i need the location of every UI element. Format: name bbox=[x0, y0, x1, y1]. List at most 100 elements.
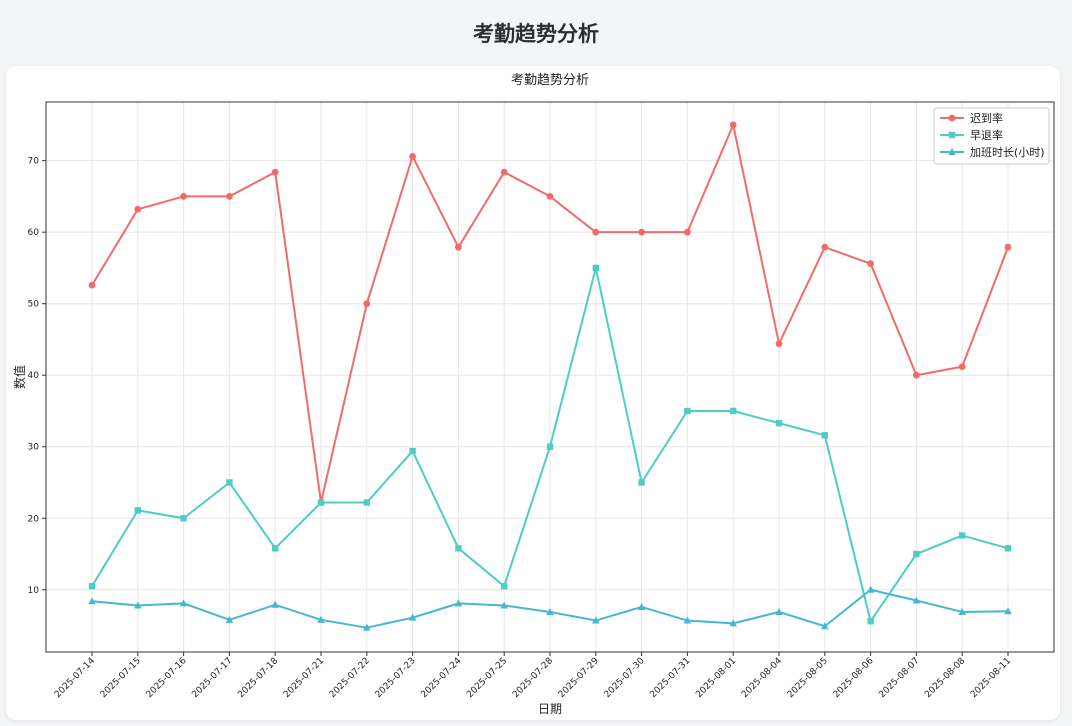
x-tick-label: 2025-07-15 bbox=[99, 656, 143, 700]
data-point bbox=[775, 340, 783, 348]
legend-label: 加班时长(小时) bbox=[970, 146, 1045, 159]
legend-label: 迟到率 bbox=[970, 111, 1003, 125]
x-tick-label: 2025-07-14 bbox=[53, 656, 97, 700]
data-point bbox=[272, 545, 279, 552]
x-tick-label: 2025-07-28 bbox=[511, 656, 555, 700]
data-point bbox=[225, 615, 234, 623]
grid-lines bbox=[46, 102, 1054, 652]
data-point bbox=[546, 443, 554, 450]
data-point bbox=[592, 616, 600, 624]
y-tick-label: 40 bbox=[28, 371, 40, 381]
legend-label: 早退率 bbox=[970, 128, 1003, 142]
data-point bbox=[226, 193, 233, 200]
data-point bbox=[134, 507, 141, 514]
x-axis-title: 日期 bbox=[538, 702, 562, 716]
data-point bbox=[317, 499, 325, 506]
legend-box bbox=[933, 107, 1050, 165]
data-point bbox=[959, 532, 966, 539]
data-point bbox=[638, 479, 645, 486]
data-point bbox=[729, 121, 737, 129]
legend-marker bbox=[948, 148, 956, 155]
x-tick-label: 2025-07-23 bbox=[374, 656, 418, 700]
data-point bbox=[180, 193, 188, 200]
data-point bbox=[592, 228, 600, 236]
x-tick-label: 2025-08-04 bbox=[740, 656, 784, 700]
data-point bbox=[1004, 545, 1012, 552]
data-point bbox=[775, 419, 783, 427]
data-point bbox=[455, 243, 462, 251]
x-tick-label: 2025-07-24 bbox=[419, 656, 463, 700]
data-point bbox=[271, 600, 279, 608]
page-title: 考勤趋势分析 bbox=[473, 22, 599, 46]
data-point bbox=[363, 300, 371, 308]
data-point bbox=[179, 599, 188, 607]
data-point bbox=[226, 479, 233, 486]
legend-marker bbox=[948, 114, 956, 122]
x-tick-label: 2025-07-29 bbox=[557, 656, 601, 700]
x-tick-label: 2025-08-07 bbox=[877, 656, 921, 700]
data-point bbox=[866, 585, 875, 593]
data-point bbox=[317, 615, 325, 623]
data-point bbox=[913, 550, 920, 558]
data-point bbox=[88, 281, 96, 289]
x-tick-label: 2025-08-01 bbox=[694, 656, 738, 700]
series-3 bbox=[88, 585, 1012, 631]
data-point bbox=[958, 363, 966, 371]
x-axis: 2025-07-14 2025-07-15 2025-07-16 2025-07-17… bbox=[53, 652, 1013, 700]
data-point bbox=[684, 407, 691, 415]
data-point bbox=[409, 152, 416, 160]
data-point bbox=[546, 193, 554, 200]
x-tick-label: 2025-08-05 bbox=[786, 656, 830, 700]
data-point bbox=[501, 583, 508, 590]
data-point bbox=[180, 515, 187, 522]
data-point bbox=[684, 228, 691, 236]
data-point bbox=[821, 243, 829, 251]
x-tick-label: 2025-07-25 bbox=[465, 656, 509, 700]
data-point bbox=[867, 260, 874, 268]
x-tick-label: 2025-07-30 bbox=[603, 656, 647, 700]
data-point bbox=[500, 168, 508, 176]
y-tick-label: 50 bbox=[28, 300, 40, 310]
y-axis-title: 数值 bbox=[12, 365, 27, 389]
y-tick-label: 10 bbox=[28, 586, 40, 596]
y-tick-label: 20 bbox=[28, 514, 40, 524]
series-layer bbox=[88, 121, 1012, 631]
x-tick-label: 2025-07-18 bbox=[236, 656, 280, 700]
data-point bbox=[454, 599, 463, 607]
legend-item: 迟到率 bbox=[940, 111, 1003, 125]
legend-marker bbox=[948, 131, 956, 139]
data-point bbox=[1004, 607, 1012, 615]
data-point bbox=[134, 601, 142, 609]
series-2 bbox=[88, 264, 1012, 625]
data-point bbox=[867, 618, 874, 625]
data-point bbox=[913, 371, 920, 379]
y-tick-label: 70 bbox=[28, 157, 40, 167]
data-point bbox=[912, 596, 921, 604]
data-point bbox=[271, 168, 279, 176]
data-point bbox=[363, 623, 371, 631]
data-point bbox=[821, 432, 828, 439]
data-point bbox=[546, 607, 554, 615]
chart-card bbox=[6, 66, 1060, 720]
data-point bbox=[637, 602, 646, 610]
data-point bbox=[683, 616, 692, 624]
x-tick-label: 2025-07-16 bbox=[145, 656, 189, 700]
legend-item: 加班时长(小时) bbox=[940, 146, 1045, 159]
data-point bbox=[775, 607, 783, 615]
data-point bbox=[958, 607, 966, 615]
x-tick-label: 2025-07-31 bbox=[648, 656, 692, 700]
data-point bbox=[409, 447, 416, 455]
data-point bbox=[88, 583, 96, 590]
x-tick-label: 2025-08-06 bbox=[832, 656, 876, 700]
legend-item: 早退率 bbox=[940, 128, 1003, 142]
chart-title: 考勤趋势分析 bbox=[511, 72, 589, 88]
data-point bbox=[455, 545, 462, 552]
data-point bbox=[592, 264, 599, 272]
y-tick-label: 30 bbox=[28, 443, 40, 453]
y-tick-label: 60 bbox=[28, 228, 40, 238]
data-point bbox=[638, 228, 645, 236]
x-tick-label: 2025-07-22 bbox=[328, 656, 372, 700]
x-tick-label: 2025-07-21 bbox=[282, 656, 326, 700]
x-tick-label: 2025-08-11 bbox=[969, 656, 1013, 700]
